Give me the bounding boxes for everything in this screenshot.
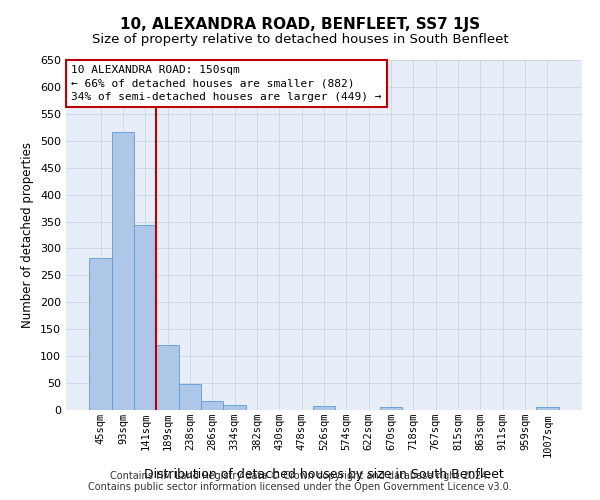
Bar <box>536 408 559 410</box>
Text: Contains HM Land Registry data © Crown copyright and database right 2024.
Contai: Contains HM Land Registry data © Crown c… <box>88 471 512 492</box>
Bar <box>89 258 112 410</box>
Bar <box>313 406 335 410</box>
Bar <box>134 226 157 410</box>
X-axis label: Distribution of detached houses by size in South Benfleet: Distribution of detached houses by size … <box>144 468 504 480</box>
Text: 10, ALEXANDRA ROAD, BENFLEET, SS7 1JS: 10, ALEXANDRA ROAD, BENFLEET, SS7 1JS <box>120 18 480 32</box>
Bar <box>201 402 223 410</box>
Bar <box>112 132 134 410</box>
Bar <box>179 384 201 410</box>
Y-axis label: Number of detached properties: Number of detached properties <box>22 142 34 328</box>
Text: Size of property relative to detached houses in South Benfleet: Size of property relative to detached ho… <box>92 32 508 46</box>
Bar <box>223 404 246 410</box>
Text: 10 ALEXANDRA ROAD: 150sqm
← 66% of detached houses are smaller (882)
34% of semi: 10 ALEXANDRA ROAD: 150sqm ← 66% of detac… <box>71 66 382 102</box>
Bar <box>157 346 179 410</box>
Bar <box>380 407 402 410</box>
